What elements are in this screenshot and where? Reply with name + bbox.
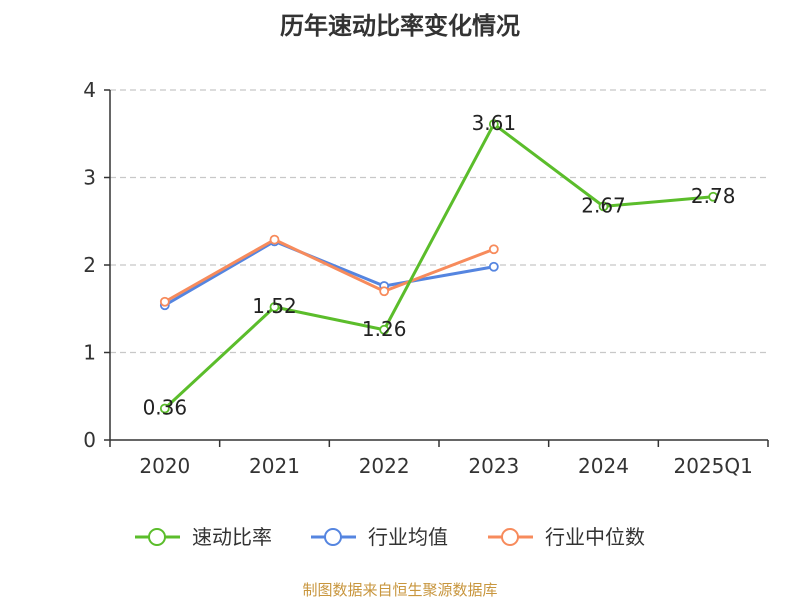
- legend-label: 速动比率: [192, 525, 272, 549]
- x-tick-label: 2021: [249, 454, 300, 478]
- data-point: [159, 296, 170, 307]
- data-point: [488, 119, 499, 130]
- y-tick-label: 4: [83, 78, 96, 102]
- legend-label: 行业均值: [368, 525, 448, 549]
- data-point: [379, 324, 390, 335]
- legend[interactable]: 速动比率 行业均值 行业中位数: [135, 525, 645, 549]
- y-tick-label: 1: [83, 341, 96, 365]
- series-2: [159, 234, 499, 307]
- data-point: [488, 244, 499, 255]
- data-label: 2.78: [691, 184, 736, 208]
- label-layer: 0.36 1.52 1.26 3.61 2.67 2.78: [143, 111, 736, 419]
- legend-label: 行业中位数: [545, 525, 645, 549]
- series-0: [159, 119, 719, 414]
- y-tick-label: 0: [83, 428, 96, 452]
- data-point: [488, 261, 499, 272]
- x-tick-label: 2023: [468, 454, 519, 478]
- data-point: [269, 302, 280, 312]
- data-point: [708, 191, 719, 202]
- x-tick-label: 2025Q1: [673, 454, 752, 478]
- series-layer: [159, 119, 719, 414]
- data-label: 2.67: [581, 193, 626, 217]
- axis-layer: 0 1 2 3 4 2020 2021 2022 2023 2024 2025Q1: [83, 78, 769, 478]
- data-point: [159, 403, 170, 414]
- series-line: [163, 122, 714, 410]
- x-tick-label: 2024: [578, 454, 629, 478]
- chart-title: 历年速动比率变化情况: [280, 12, 520, 40]
- data-point: [598, 201, 609, 212]
- grid-layer: [110, 89, 768, 354]
- data-label: 3.61: [472, 111, 517, 135]
- legend-marker-icon: [148, 528, 166, 546]
- source-note: 制图数据来自恒生聚源数据库: [302, 581, 497, 599]
- legend-item-industry-mean[interactable]: 行业均值: [311, 525, 448, 549]
- data-point: [269, 234, 280, 245]
- legend-marker-icon: [324, 528, 342, 546]
- series-line: [164, 238, 495, 304]
- x-tick-label: 2020: [139, 454, 190, 478]
- legend-item-industry-median[interactable]: 行业中位数: [488, 525, 645, 549]
- y-tick-label: 2: [83, 253, 96, 277]
- legend-marker-icon: [501, 528, 519, 546]
- data-label: 1.26: [362, 317, 407, 341]
- legend-item-quick-ratio[interactable]: 速动比率: [135, 525, 272, 549]
- x-tick-label: 2022: [359, 454, 410, 478]
- data-label: 1.52: [252, 294, 297, 318]
- data-point: [379, 286, 390, 297]
- series-1: [159, 236, 499, 311]
- data-label: 0.36: [143, 396, 188, 420]
- y-tick-label: 3: [83, 166, 96, 190]
- series-line: [164, 239, 495, 307]
